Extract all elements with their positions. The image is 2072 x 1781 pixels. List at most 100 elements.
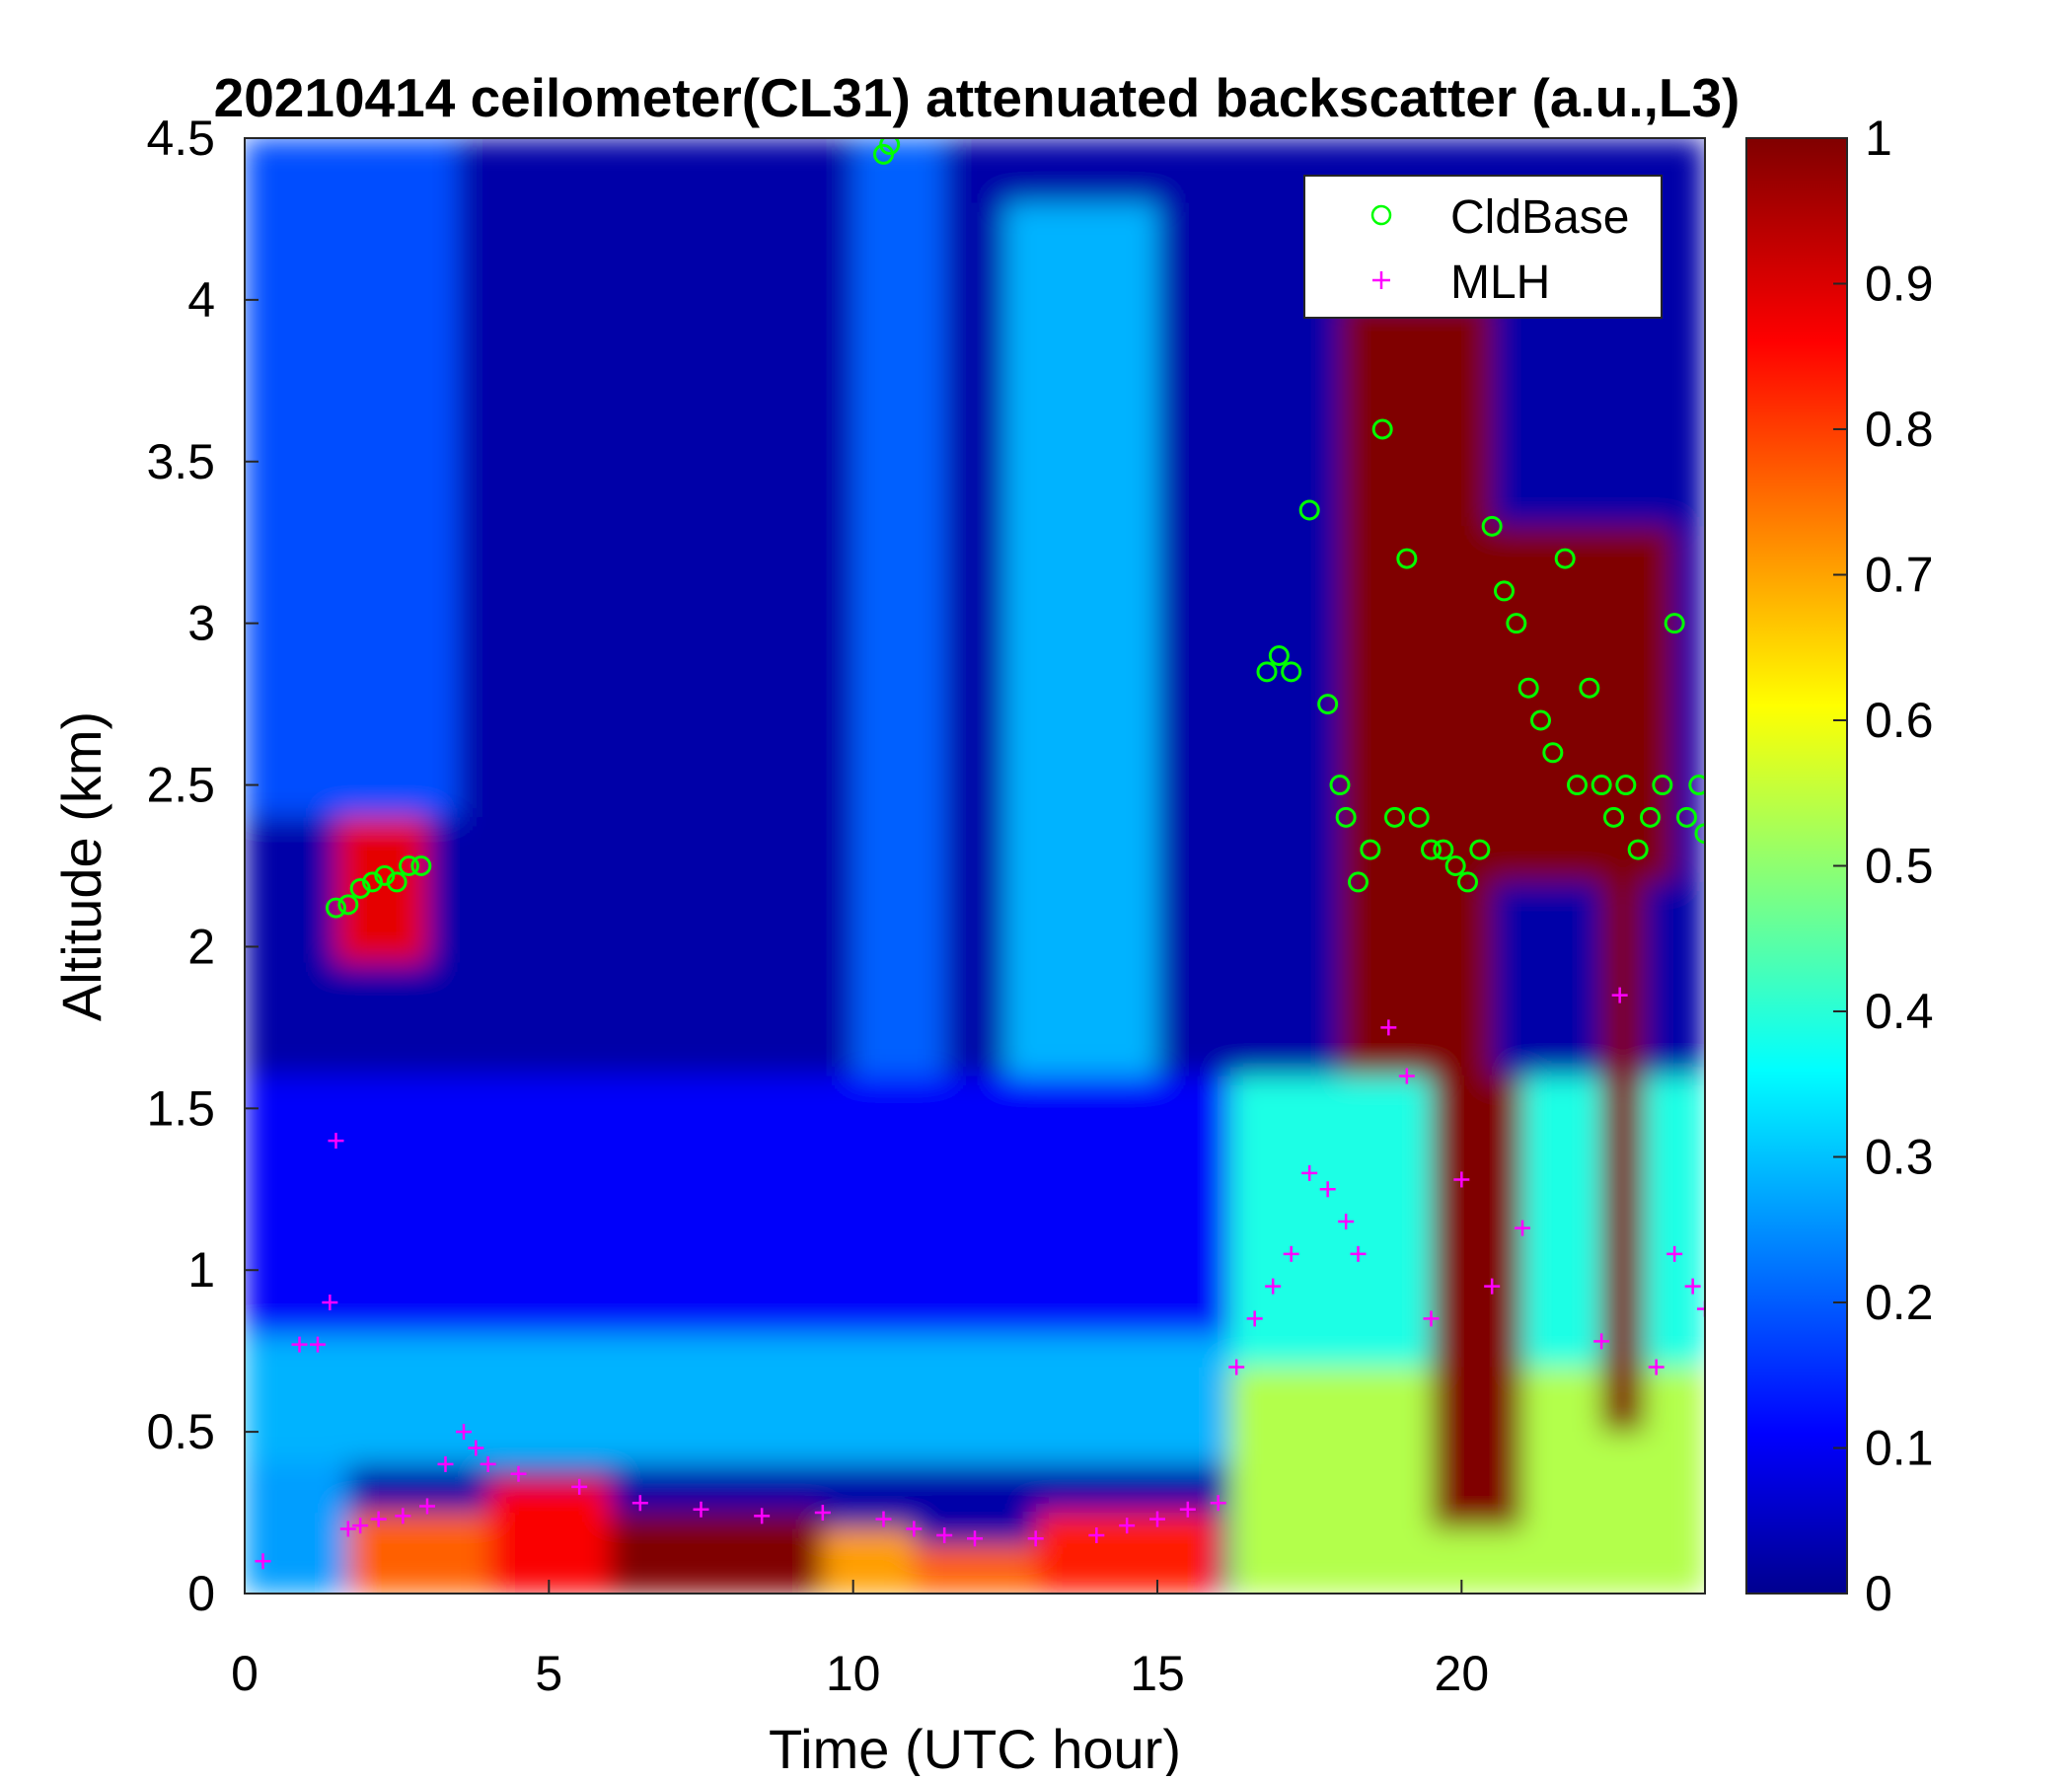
mlh-point bbox=[967, 1530, 983, 1547]
mlh-point bbox=[322, 1295, 338, 1310]
mlh-point bbox=[328, 1133, 344, 1150]
backscatter-region bbox=[822, 1528, 915, 1594]
x-tick-label: 15 bbox=[1130, 1646, 1185, 1701]
cldbase-point bbox=[1567, 775, 1588, 796]
legend-mlh-marker bbox=[1372, 271, 1390, 289]
plot-frame bbox=[244, 137, 1706, 1595]
cldbase-point bbox=[1317, 694, 1339, 715]
cldbase-point bbox=[1281, 661, 1302, 683]
cldbase-point bbox=[1640, 806, 1661, 828]
cldbase-point bbox=[1494, 580, 1515, 602]
cldbase-point bbox=[1603, 806, 1624, 828]
colorbar-tick-label: 0.3 bbox=[1865, 1130, 1934, 1185]
y-tick-label: 2.5 bbox=[146, 758, 215, 813]
mlh-point bbox=[370, 1511, 387, 1527]
mlh-point bbox=[1338, 1214, 1355, 1230]
backscatter-region bbox=[1004, 202, 1157, 1076]
mlh-point bbox=[1697, 1300, 1705, 1317]
cldbase-point bbox=[1256, 661, 1278, 683]
mlh-point bbox=[1179, 1501, 1196, 1518]
mlh-point bbox=[468, 1440, 484, 1456]
cldbase-point bbox=[1396, 548, 1418, 569]
colorbar-tick-label: 0 bbox=[1865, 1566, 1892, 1621]
cldbase-point bbox=[362, 871, 383, 893]
cldbase-point bbox=[1615, 775, 1637, 796]
backscatter-region bbox=[347, 1513, 488, 1594]
mlh-point bbox=[1611, 987, 1628, 1003]
mlh-point bbox=[1119, 1518, 1136, 1534]
x-axis-ticks: 0 5 10 15 20 bbox=[231, 1580, 1489, 1701]
cldbase-point bbox=[1268, 644, 1290, 666]
cldbase-point bbox=[1591, 775, 1612, 796]
mlh-point bbox=[1088, 1527, 1105, 1543]
backscatter-region bbox=[245, 1334, 1249, 1464]
mlh-point bbox=[352, 1518, 369, 1534]
backscatter-region bbox=[1492, 526, 1675, 882]
mlh-point bbox=[456, 1424, 472, 1441]
colorbar-tick-label: 0.7 bbox=[1865, 548, 1934, 603]
mlh-point bbox=[1228, 1359, 1245, 1375]
y-tick-label: 4.5 bbox=[146, 111, 215, 166]
mlh-point bbox=[419, 1498, 435, 1515]
mlh-point bbox=[1423, 1310, 1440, 1327]
cldbase-point bbox=[1348, 871, 1369, 893]
cldbase-point bbox=[337, 894, 359, 916]
cldbase-point bbox=[1360, 839, 1381, 860]
cldbase-point bbox=[1688, 775, 1705, 796]
colorbar-ticks: 0 0.1 0.2 0.3 0.4 0.5 0.6 0.7 0.8 0.9 1 bbox=[1833, 111, 1934, 1621]
colorbar-tick-label: 0.6 bbox=[1865, 693, 1934, 748]
y-axis-label: Altitude (km) bbox=[50, 711, 112, 1021]
cldbase-point bbox=[1457, 871, 1478, 893]
mlh-point bbox=[510, 1465, 527, 1482]
y-tick-label: 1 bbox=[187, 1242, 215, 1298]
cldbase-point bbox=[386, 871, 407, 893]
legend-cldbase-marker bbox=[1370, 204, 1392, 226]
mlh-point bbox=[1380, 1019, 1397, 1036]
plot-area bbox=[245, 138, 1705, 1594]
cldbase-point bbox=[1694, 823, 1705, 845]
cldbase-point bbox=[1579, 677, 1600, 699]
legend[interactable]: CldBase MLH bbox=[1303, 175, 1663, 319]
legend-cldbase-label: CldBase bbox=[1450, 191, 1629, 244]
x-tick-label: 10 bbox=[826, 1646, 881, 1701]
colorbar: 0 0.1 0.2 0.3 0.4 0.5 0.6 0.7 0.8 0.9 1 bbox=[1745, 111, 1934, 1621]
cldbase-point bbox=[410, 855, 432, 876]
x-axis-label: Time (UTC hour) bbox=[769, 1718, 1181, 1776]
cldbase-point bbox=[1627, 839, 1649, 860]
mlh-point bbox=[255, 1553, 271, 1570]
cldbase-point bbox=[1384, 806, 1405, 828]
mlh-point bbox=[1265, 1278, 1282, 1295]
colorbar-tick-label: 0.8 bbox=[1865, 402, 1934, 457]
cldbase-point bbox=[1298, 499, 1320, 521]
colorbar-tick-label: 0.4 bbox=[1865, 984, 1934, 1039]
backscatter-region bbox=[245, 138, 458, 818]
mlh-point bbox=[310, 1336, 326, 1353]
cldbase-point bbox=[326, 897, 346, 919]
colorbar-tick-label: 0.5 bbox=[1865, 839, 1934, 894]
colorbar-tick-label: 1 bbox=[1865, 111, 1892, 166]
mlh-point bbox=[339, 1521, 356, 1537]
colorbar-tick-label: 0.1 bbox=[1865, 1421, 1934, 1476]
backscatter-region bbox=[852, 138, 945, 1076]
cldbase-point bbox=[1335, 806, 1357, 828]
y-tick-label: 2 bbox=[187, 919, 215, 974]
mlh-point bbox=[693, 1501, 709, 1518]
y-tick-label: 3 bbox=[187, 596, 215, 651]
mlh-point bbox=[936, 1527, 953, 1543]
y-tick-label: 3.5 bbox=[146, 434, 215, 489]
mlh-point bbox=[1593, 1333, 1610, 1350]
mlh-point bbox=[1027, 1530, 1044, 1547]
mlh-point bbox=[1149, 1511, 1165, 1527]
x-tick-label: 0 bbox=[231, 1646, 259, 1701]
backscatter-region bbox=[245, 1076, 1249, 1335]
cldbase-point bbox=[1554, 548, 1576, 569]
backscatter-region bbox=[487, 1480, 610, 1594]
backscatter-region bbox=[1601, 881, 1645, 1433]
mlh-point bbox=[1246, 1310, 1263, 1327]
cldbase-point bbox=[1371, 418, 1393, 440]
cldbase-point bbox=[1469, 839, 1491, 860]
cldbase-point bbox=[1329, 775, 1351, 796]
y-tick-label: 1.5 bbox=[146, 1080, 215, 1136]
backscatter-region bbox=[245, 1463, 348, 1594]
